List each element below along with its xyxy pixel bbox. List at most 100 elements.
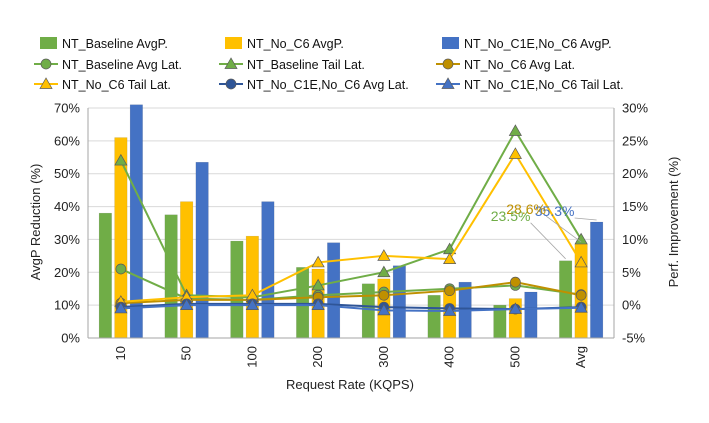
legend-marker <box>441 77 455 89</box>
y2-tick-label: -5% <box>622 331 646 346</box>
line-nt-no-c6-avg-lat <box>120 281 582 305</box>
point-nt-no-c6-tail-lat <box>311 255 325 268</box>
legend-item: NT_Baseline Avg Lat. <box>34 58 182 72</box>
y-tick-label: 20% <box>54 265 80 280</box>
point-nt-no-c6-tail-lat <box>443 252 457 264</box>
legend-label: NT_Baseline Tail Lat. <box>247 58 365 72</box>
x-tick-label: 50 <box>179 346 194 360</box>
legend-label: NT_No_C6 Tail Lat. <box>62 78 171 92</box>
legend-item: NT_No_C1E,No_C6 Tail Lat. <box>436 77 624 92</box>
legend-swatch <box>40 37 57 49</box>
annotation-label: 28.6% <box>506 201 546 217</box>
annotation-label: 23.5% <box>491 208 531 224</box>
point-nt-no-c1e-no-c6-tail-lat <box>114 301 128 314</box>
point-nt-baseline-tail-lat <box>377 265 391 278</box>
y2-tick-label: 25% <box>622 133 648 148</box>
y2-tick-label: 10% <box>622 232 648 247</box>
annotation-leader <box>530 222 566 260</box>
legend-marker <box>40 58 52 70</box>
bar-nt-baseline-avgp <box>296 267 310 339</box>
y2-tick-label: 30% <box>622 101 648 116</box>
bar-nt-baseline-avgp <box>427 295 441 339</box>
bar-nt-no-c6-avgp <box>245 235 259 339</box>
y-tick-label: 10% <box>54 298 80 313</box>
x-axis-title: Request Rate (KQPS) <box>286 377 414 392</box>
bar-nt-baseline-avgp <box>230 240 244 339</box>
point-nt-no-c1e-no-c6-tail-lat <box>245 298 259 310</box>
bar-nt-no-c1e-no-c6-avgp <box>590 221 604 339</box>
line-nt-baseline-avg-lat <box>120 268 582 301</box>
x-tick-label: 100 <box>244 346 259 368</box>
annotations: 35.3%28.6%23.5% <box>491 201 597 260</box>
bar-nt-no-c6-avgp <box>180 201 194 339</box>
point-nt-no-c6-avg-lat <box>378 289 390 301</box>
point-nt-no-c6-avg-lat <box>510 276 521 288</box>
bar-nt-baseline-avgp <box>559 260 573 339</box>
point-nt-no-c6-avg-lat <box>575 289 587 301</box>
legend-label: NT_No_C6 Avg Lat. <box>464 58 575 72</box>
point-nt-baseline-tail-lat <box>311 278 325 291</box>
annotation-leader <box>545 215 582 243</box>
line-nt-baseline-tail-lat <box>119 129 582 299</box>
bar-nt-no-c1e-no-c6-avgp <box>195 161 209 339</box>
legend-label: NT_No_C1E,No_C6 Avg Lat. <box>247 78 409 92</box>
legend-label: NT_No_C1E,No_C6 Tail Lat. <box>464 78 624 92</box>
point-nt-no-c1e-no-c6-tail-lat <box>574 301 588 313</box>
line-nt-no-c1e-no-c6-tail-lat <box>120 304 582 313</box>
point-nt-no-c6-tail-lat <box>508 147 522 159</box>
legend-marker <box>224 57 238 69</box>
bar-nt-no-c1e-no-c6-avgp <box>261 201 275 339</box>
point-nt-no-c1e-no-c6-tail-lat <box>508 302 522 314</box>
line-nt-no-c6-tail-lat <box>120 152 582 303</box>
legend-item: NT_Baseline AvgP. <box>40 37 168 51</box>
y2-tick-label: 5% <box>622 265 641 280</box>
y2-axis-title: Perf. Improvement (%) <box>666 157 681 288</box>
y-tick-label: 70% <box>54 101 80 116</box>
legend: NT_Baseline AvgP. NT_No_C6 AvgP. NT_No_C1E… <box>34 37 624 92</box>
point-nt-baseline-avg-lat <box>115 263 127 275</box>
annotation-leader <box>574 217 597 221</box>
x-tick-label: 300 <box>376 346 391 368</box>
y-axis-title: AvgP Reduction (%) <box>28 164 43 281</box>
y2-tick-label: 15% <box>622 199 648 214</box>
legend-label: NT_No_C6 AvgP. <box>247 37 344 51</box>
legend-item: NT_No_C1E,No_C6 Avg Lat. <box>219 78 409 92</box>
point-nt-no-c6-tail-lat <box>574 255 588 268</box>
point-nt-baseline-tail-lat <box>574 232 588 245</box>
y2-tick-label: 20% <box>622 166 648 181</box>
legend-marker <box>225 78 237 90</box>
point-nt-no-c6-avg-lat <box>444 285 455 297</box>
y-tick-label: 50% <box>54 166 80 181</box>
point-nt-no-c1e-no-c6-tail-lat <box>180 298 194 310</box>
legend-marker <box>39 77 53 89</box>
legend-item: NT_No_C6 Avg Lat. <box>436 58 575 72</box>
axes: 0% 10% 20% 30% 40% 50% 60% 70% -5% 0% 5% 10% 15% 20% 2… <box>54 101 648 369</box>
legend-swatch <box>225 37 242 49</box>
y-tick-label: 0% <box>61 331 80 346</box>
point-nt-baseline-tail-lat <box>508 124 522 136</box>
point-nt-no-c1e-no-c6-tail-lat <box>443 304 457 316</box>
bar-nt-no-c1e-no-c6-avgp <box>392 265 406 339</box>
legend-swatch <box>442 37 459 49</box>
legend-label: NT_Baseline AvgP. <box>62 37 168 51</box>
legend-label: NT_No_C1E,No_C6 AvgP. <box>464 37 612 51</box>
x-tick-label: 200 <box>310 346 325 368</box>
bar-nt-baseline-avgp <box>164 214 178 339</box>
point-nt-baseline-tail-lat <box>114 153 128 166</box>
bar-nt-no-c1e-no-c6-avgp <box>327 242 341 339</box>
legend-label: NT_Baseline Avg Lat. <box>62 58 182 72</box>
x-tick-label: 400 <box>442 346 457 368</box>
series-lines <box>114 124 588 316</box>
point-nt-no-c1e-no-c6-tail-lat <box>377 303 391 316</box>
y2-tick-label: 0% <box>622 298 641 313</box>
x-tick-label: 10 <box>113 346 128 360</box>
bar-nt-baseline-avgp <box>98 212 112 339</box>
legend-item: NT_Baseline Tail Lat. <box>219 57 365 72</box>
x-tick-label: 500 <box>507 346 522 368</box>
legend-item: NT_No_C6 AvgP. <box>225 37 344 51</box>
point-nt-no-c6-tail-lat <box>377 249 391 261</box>
legend-item: NT_No_C1E,No_C6 AvgP. <box>442 37 612 51</box>
legend-marker <box>442 58 454 70</box>
annotation-label: 35.3% <box>535 203 575 219</box>
